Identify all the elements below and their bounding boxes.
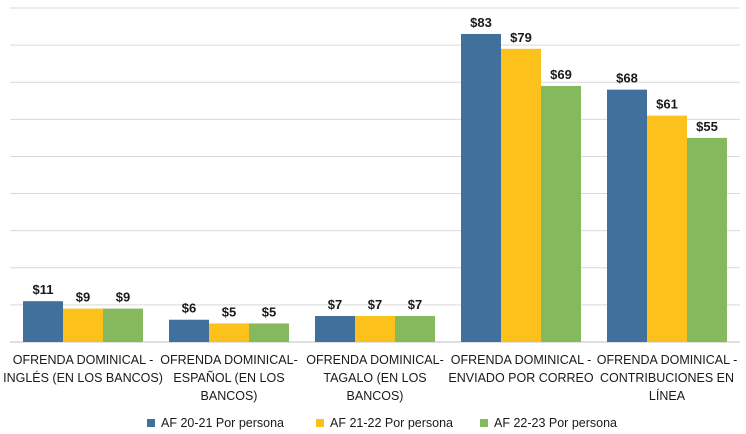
data-label: $68 [616,71,638,86]
bar [23,301,63,342]
data-label: $69 [550,67,572,82]
category-label: ENVIADO POR CORREO [448,371,593,385]
data-label: $7 [368,297,382,312]
bar [249,323,289,342]
data-label: $11 [33,282,54,297]
data-label: $6 [182,301,196,316]
legend-swatch [316,419,324,427]
data-label: $5 [262,304,276,319]
category-label: BANCOS) [347,389,404,403]
legend-label: AF 20-21 Por persona [161,416,284,430]
category-label: CONTRIBUCIONES EN [600,371,734,385]
bars-group [23,33,727,343]
data-label: $7 [408,297,422,312]
legend-swatch [480,419,488,427]
data-labels-group: $11 $6 $7 $83 $68 $9 $5 $7 $79 $61 $9 $5 $7 $69 $55 [33,15,718,319]
category-label: INGLÉS (EN LOS BANCOS) [3,370,163,385]
bar [647,115,687,342]
category-label: TAGALO (EN LOS [323,371,426,385]
bar [461,33,501,342]
legend-label: AF 21-22 Por persona [330,416,453,430]
category-label: BANCOS) [201,389,258,403]
data-label: $9 [76,290,90,305]
data-label: $55 [696,119,718,134]
bar [607,89,647,343]
bar [315,316,355,342]
legend: AF 20-21 Por persona AF 21-22 Por persona… [147,416,617,430]
bar [355,316,395,342]
data-label: $79 [510,30,532,45]
category-label: OFRENDA DOMINICAL- [306,353,444,367]
data-label: $61 [656,97,678,112]
category-label: OFRENDA DOMINICAL - [451,353,592,367]
category-label: OFRENDA DOMINICAL - [597,353,738,367]
bar [169,319,209,342]
category-label: OFRENDA DOMINICAL- [160,353,298,367]
bar [395,316,435,342]
bar [501,48,541,342]
bar [687,137,727,342]
category-label: OFRENDA DOMINICAL - [13,353,154,367]
data-label: $7 [328,297,342,312]
bar [209,323,249,342]
bar [103,308,143,342]
category-label: ESPAÑOL (EN LOS [173,371,284,385]
data-label: $5 [222,304,236,319]
data-label: $9 [116,290,130,305]
legend-swatch [147,419,155,427]
legend-label: AF 22-23 Por persona [494,416,617,430]
data-label: $83 [470,15,492,30]
category-labels-group: OFRENDA DOMINICAL - INGLÉS (EN LOS BANCOS… [3,353,737,403]
category-label: LÍNEA [649,388,686,403]
bar [541,85,581,342]
bar [63,308,103,342]
